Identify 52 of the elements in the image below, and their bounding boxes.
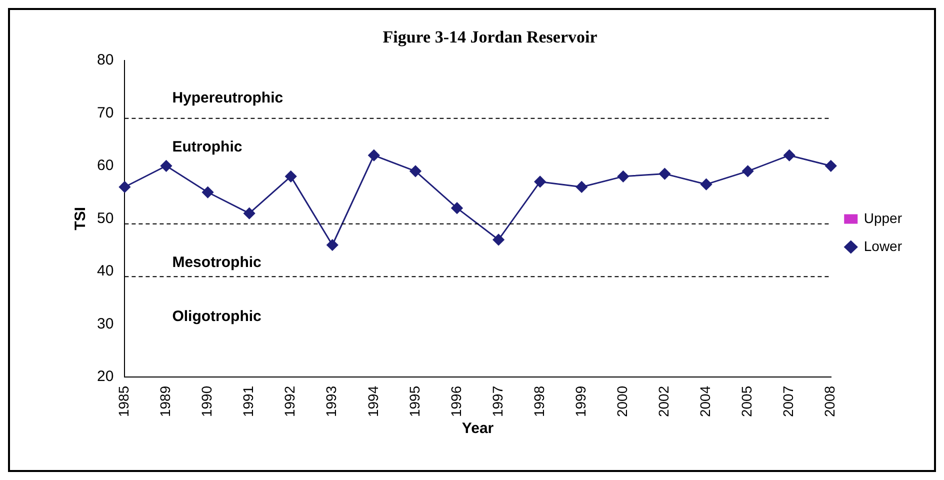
point bbox=[410, 165, 422, 177]
x-tick-label: 1994 bbox=[364, 386, 381, 418]
point bbox=[658, 168, 670, 180]
point bbox=[244, 208, 256, 220]
point bbox=[784, 150, 796, 162]
y-tick-label: 40 bbox=[96, 262, 114, 280]
x-tick-label: 2002 bbox=[656, 386, 672, 418]
y-axis-title: TSI bbox=[72, 206, 90, 230]
x-tick-label: 1995 bbox=[406, 386, 422, 418]
x-tick-label: 1993 bbox=[323, 386, 340, 418]
point bbox=[202, 186, 214, 198]
x-tick-label: 2007 bbox=[780, 386, 796, 418]
y-tick-label: 60 bbox=[96, 157, 114, 174]
y-tick-label: 80 bbox=[96, 52, 114, 69]
point bbox=[700, 178, 712, 190]
point bbox=[368, 150, 380, 162]
annotation: Oligotrophic bbox=[172, 308, 262, 325]
x-tick-label: 2008 bbox=[822, 386, 838, 418]
x-tick-label: 1997 bbox=[489, 386, 506, 418]
x-tick-label: 2000 bbox=[614, 386, 630, 418]
point bbox=[534, 176, 546, 188]
x-tick-label: 2005 bbox=[738, 386, 755, 418]
x-tick-label: 1999 bbox=[572, 386, 588, 418]
x-tick-label: 1992 bbox=[282, 386, 298, 418]
legend-label: Upper bbox=[864, 210, 902, 226]
y-tick-label: 70 bbox=[96, 104, 114, 122]
point bbox=[118, 181, 130, 193]
x-tick-label: 1985 bbox=[116, 386, 132, 418]
y-tick-label: 20 bbox=[96, 368, 114, 385]
annotation: Eutrophic bbox=[172, 138, 242, 156]
point bbox=[576, 181, 588, 193]
x-tick-label: 1998 bbox=[530, 386, 547, 418]
chart-title: Figure 3-14 Jordan Reservoir bbox=[382, 28, 598, 47]
point bbox=[617, 170, 629, 182]
x-tick-label: 1991 bbox=[240, 386, 256, 418]
x-tick-label: 1996 bbox=[448, 386, 464, 418]
point bbox=[326, 239, 338, 251]
x-tick-label: 2004 bbox=[697, 386, 714, 418]
annotation: Mesotrophic bbox=[172, 254, 262, 272]
y-tick-label: 50 bbox=[96, 210, 114, 227]
point bbox=[160, 160, 172, 172]
x-tick-label: 1989 bbox=[157, 386, 174, 418]
y-tick-label: 30 bbox=[96, 315, 114, 332]
legend-label: Lower bbox=[864, 238, 902, 254]
annotation: Hypereutrophic bbox=[172, 90, 284, 107]
point bbox=[742, 165, 754, 177]
point bbox=[285, 170, 297, 182]
point bbox=[492, 234, 504, 246]
point bbox=[825, 160, 837, 172]
point bbox=[451, 202, 463, 214]
x-tick-label: 1990 bbox=[198, 386, 215, 418]
x-axis-title: Year bbox=[462, 420, 494, 438]
